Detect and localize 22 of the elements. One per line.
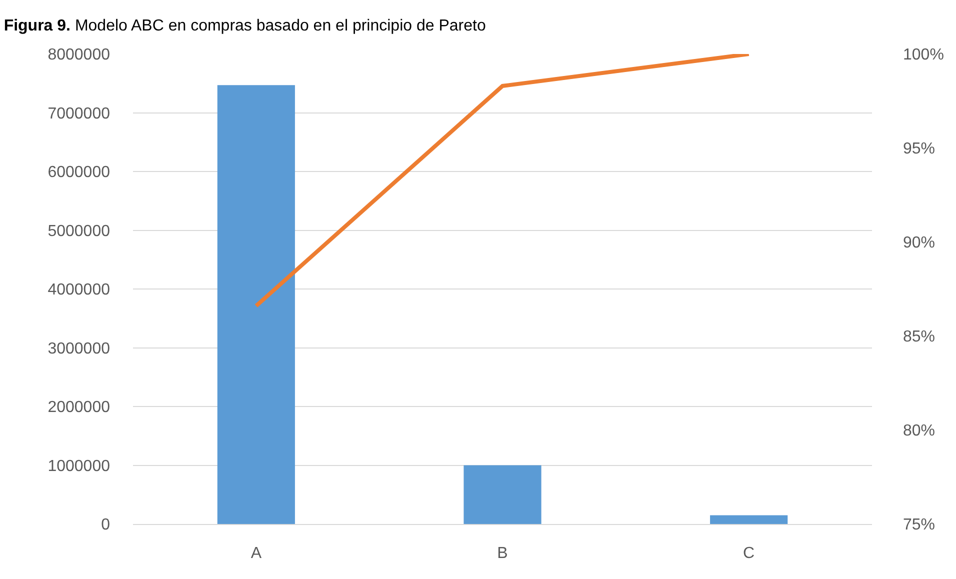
y2-tick-label: 100% bbox=[903, 46, 944, 64]
chart-title: Figura 9. Modelo ABC en compras basado en el principio de Pareto bbox=[4, 17, 486, 34]
y-tick-label: 5000000 bbox=[48, 222, 110, 240]
y2-tick-label: 85% bbox=[903, 328, 936, 346]
y2-tick-label: 80% bbox=[903, 422, 936, 440]
y2-tick-label: 90% bbox=[903, 234, 936, 252]
x-tick-label: B bbox=[497, 545, 508, 562]
bar bbox=[217, 85, 295, 524]
y-tick-label: 1000000 bbox=[48, 458, 110, 475]
bar bbox=[464, 465, 542, 524]
y2-tick-label: 95% bbox=[903, 140, 936, 158]
y-tick-label: 3000000 bbox=[48, 340, 110, 358]
y2-tick-label: 75% bbox=[903, 516, 936, 534]
y-tick-label: 8000000 bbox=[48, 46, 110, 64]
x-tick-label: A bbox=[250, 545, 262, 562]
y-tick-label: 0 bbox=[101, 516, 110, 534]
y-tick-label: 4000000 bbox=[48, 282, 110, 299]
x-tick-label: C bbox=[743, 545, 755, 562]
bar bbox=[710, 515, 788, 524]
y-tick-label: 6000000 bbox=[48, 164, 110, 182]
y-tick-label: 7000000 bbox=[48, 105, 110, 122]
y-tick-label: 2000000 bbox=[48, 399, 110, 416]
